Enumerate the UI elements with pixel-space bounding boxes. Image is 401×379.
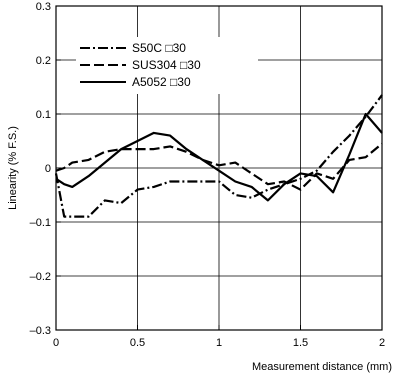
y-tick-label: 0.2 (36, 55, 51, 67)
legend-label-a5052: A5052 □30 (132, 75, 191, 89)
series-lines (54, 94, 383, 218)
legend: S50C □30 SUS304 □30 A5052 □30 (76, 37, 258, 94)
x-axis-ticks: 0 0.5 1 1.5 2 (53, 325, 385, 349)
x-tick-label: 2 (379, 337, 385, 349)
grid-lines (56, 6, 382, 330)
y-tick-label: 0.3 (36, 1, 51, 13)
series-line-1 (54, 94, 383, 218)
y-tick-label: 0.1 (36, 109, 51, 121)
legend-box (76, 37, 258, 94)
x-tick-label: 0 (53, 337, 59, 349)
x-tick-label: 0.5 (130, 337, 145, 349)
y-axis-label: Linearity (% F.S.) (7, 126, 19, 210)
x-tick-label: 1.5 (293, 337, 308, 349)
y-tick-label: –0.2 (30, 271, 51, 283)
y-axis-ticks: –0.3 –0.2 –0.1 0 0.1 0.2 0.3 (30, 1, 61, 337)
legend-label-sus304: SUS304 □30 (132, 58, 201, 72)
x-axis-label: Measurement distance (mm) (252, 361, 392, 373)
x-tick-label: 1 (216, 337, 222, 349)
y-tick-label: 0 (45, 163, 51, 175)
series-line-3 (55, 112, 383, 202)
legend-label-s50c: S50C □30 (132, 41, 186, 55)
y-tick-label: –0.3 (30, 325, 51, 337)
series-line-2 (55, 142, 383, 191)
y-tick-label: –0.1 (30, 217, 51, 229)
